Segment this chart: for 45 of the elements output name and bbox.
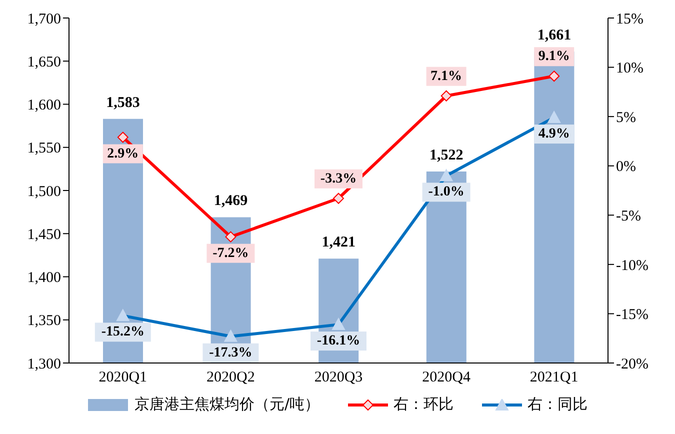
y2-tick-label: 15% [616, 11, 644, 28]
y-tick-label: 1,400 [27, 270, 61, 286]
data-label: -15.2% [101, 324, 144, 340]
y2-tick-label: 0% [616, 159, 636, 176]
x-tick-label: 2020Q3 [314, 370, 363, 386]
y2-tick-label: -15% [616, 307, 648, 324]
x-tick-label: 2021Q1 [530, 370, 578, 386]
data-label: 9.1% [538, 49, 570, 64]
data-label: 4.9% [538, 126, 570, 142]
point [225, 231, 236, 242]
data-label: 2.9% [107, 146, 139, 162]
data-label: -17.3% [209, 345, 252, 360]
y2-tick-label: 5% [616, 110, 636, 126]
legend-label: 京唐港主焦煤均价（元/吨） [134, 395, 320, 414]
data-label: 1,583 [106, 94, 140, 111]
data-label: 7.1% [430, 68, 462, 84]
y-tick-label: 1,650 [27, 54, 61, 70]
legend-label: 右：同比 [528, 395, 588, 414]
y-tick-label: 1,700 [27, 11, 61, 28]
y-tick-label: 1,500 [27, 184, 61, 200]
data-label: 1,522 [430, 148, 464, 164]
y-tick-label: 1,300 [27, 356, 61, 372]
data-label: 1,421 [322, 234, 356, 251]
data-label: 1,661 [537, 28, 572, 44]
y2-tick-label: 10% [616, 60, 644, 77]
point [440, 90, 452, 102]
y2-tick-label: -20% [616, 356, 648, 372]
legend-label: 右：环比 [394, 395, 454, 414]
x-tick-label: 2020Q4 [422, 370, 471, 386]
y-tick-label: 1,350 [27, 313, 61, 330]
data-label: -7.2% [212, 246, 249, 261]
point [333, 192, 344, 204]
y-tick-label: 1,600 [27, 98, 61, 114]
x-tick-label: 2020Q1 [98, 370, 148, 386]
y-tick-label: 1,450 [27, 226, 61, 243]
data-label: -1.0% [428, 184, 464, 200]
point [117, 132, 128, 143]
x-tick-label: 2020Q2 [206, 370, 255, 386]
y2-tick-label: -10% [616, 258, 648, 274]
point [548, 70, 560, 82]
y-tick-label: 1,550 [27, 140, 61, 157]
data-label: -16.1% [316, 334, 360, 349]
data-label: -3.3% [320, 171, 357, 186]
y2-tick-label: -5% [616, 208, 641, 224]
data-label: 1,469 [214, 193, 248, 210]
